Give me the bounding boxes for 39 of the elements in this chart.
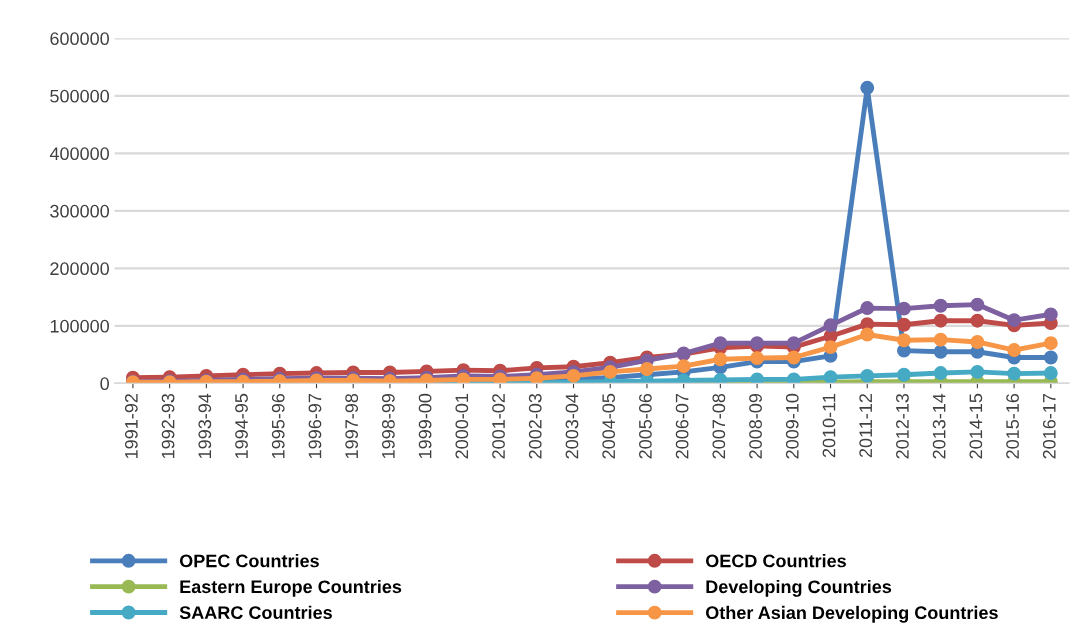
x-tick-label: 1992-93	[161, 393, 175, 458]
legend-label: OECD Countries	[705, 554, 846, 568]
legend-label: OPEC Countries	[179, 554, 319, 568]
x-tick-label: 1997-98	[345, 393, 359, 458]
x-tick-label: 1998-99	[381, 393, 395, 458]
x-tick-label: 1991-92	[124, 394, 138, 458]
x-tick-label: 1993-94	[198, 393, 212, 458]
x-tick-label: 2010-11	[822, 394, 836, 458]
y-tick-label: 0	[100, 377, 109, 391]
x-tick-label: 2014-15	[969, 393, 983, 459]
x-tick-label: 2002-03	[528, 393, 542, 459]
x-tick-label: 2001-02	[492, 394, 505, 459]
x-tick-label: 2007-08	[712, 393, 726, 459]
y-tick-label: 100000	[50, 319, 109, 333]
x-tick-label: 1999-00	[418, 393, 432, 458]
x-tick-label: 2003-04	[565, 393, 579, 459]
x-tick-label: 2009-10	[785, 393, 799, 459]
x-tick-label: 1994-95	[235, 393, 248, 458]
legend-label: Developing Countries	[706, 579, 892, 597]
legend-label: SAARC Countries	[179, 605, 332, 620]
y-tick-label: 600000	[50, 32, 109, 46]
legend-label: Eastern Europe Countries	[180, 579, 402, 597]
x-tick-label: 2011-12	[859, 394, 873, 458]
x-tick-label: 2006-07	[675, 394, 689, 459]
y-tick-label: 200000	[50, 262, 109, 276]
x-tick-label: 2012-13	[896, 393, 909, 459]
y-tick-label: 500000	[50, 89, 109, 103]
legend-label: Other Asian Developing Countries	[705, 605, 998, 623]
x-tick-label: 2005-06	[639, 393, 652, 459]
x-tick-label: 2000-01	[455, 394, 469, 459]
y-tick-label: 400000	[49, 147, 109, 161]
x-tick-label: 2004-05	[602, 393, 616, 459]
y-tick-label: 300000	[50, 204, 109, 218]
x-tick-label: 2013-14	[932, 393, 946, 459]
x-tick-label: 2008-09	[749, 393, 762, 459]
x-tick-label: 1995-96	[271, 393, 285, 458]
x-tick-label: 1996-97	[308, 394, 322, 458]
x-tick-label: 2016-17	[1042, 394, 1056, 459]
x-tick-label: 2015-16	[1006, 393, 1019, 459]
